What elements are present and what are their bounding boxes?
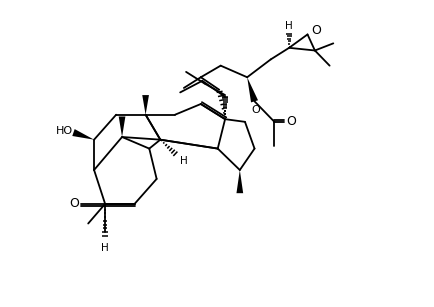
Text: O: O (252, 105, 260, 115)
Text: O: O (69, 197, 79, 210)
Text: O: O (286, 115, 296, 128)
Text: HO: HO (56, 126, 73, 136)
Polygon shape (247, 77, 258, 103)
Polygon shape (237, 170, 243, 193)
Polygon shape (142, 95, 149, 115)
Text: H: H (285, 21, 293, 30)
Text: H: H (180, 156, 188, 166)
Text: H: H (101, 243, 109, 254)
Text: O: O (312, 24, 321, 37)
Polygon shape (72, 129, 94, 140)
Polygon shape (119, 116, 125, 137)
